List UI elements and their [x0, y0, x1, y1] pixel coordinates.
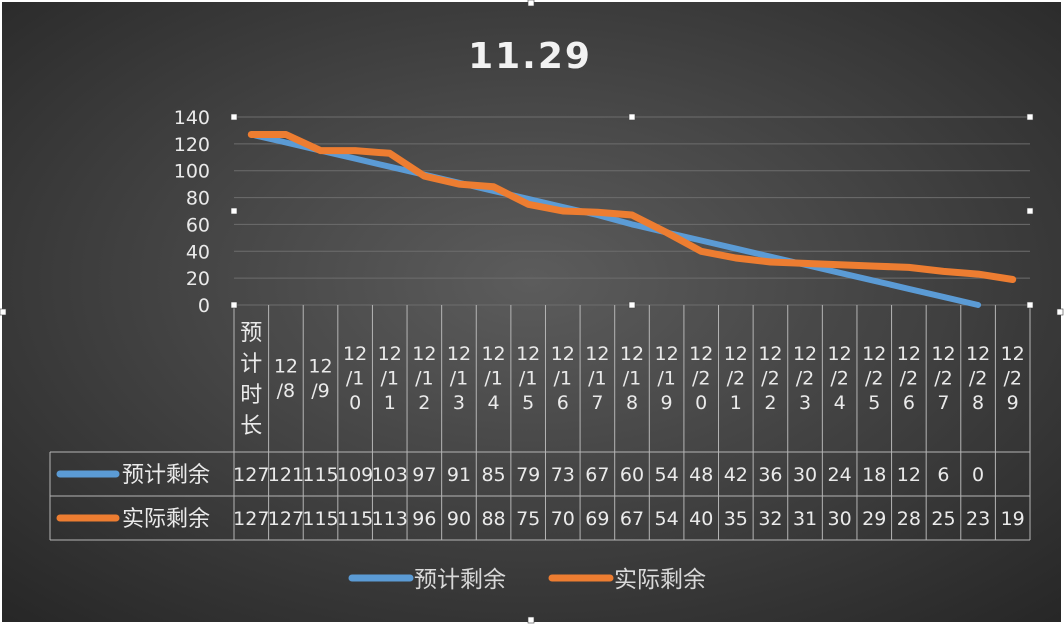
table-value: 90: [447, 508, 471, 530]
table-value: 6: [937, 464, 949, 486]
table-value: 121: [268, 464, 304, 486]
table-value: 103: [372, 464, 408, 486]
table-value: 127: [268, 508, 304, 530]
plot-area-resize-handle[interactable]: [629, 114, 635, 120]
table-value: 54: [655, 508, 679, 530]
y-tick-label: 40: [186, 241, 210, 263]
table-value: 35: [724, 508, 748, 530]
table-value: 42: [724, 464, 748, 486]
table-value: 85: [481, 464, 505, 486]
table-value: 12: [897, 464, 921, 486]
table-value: 19: [1001, 508, 1025, 530]
y-tick-label: 100: [174, 161, 210, 183]
table-value: 24: [828, 464, 852, 486]
table-value: 30: [793, 464, 817, 486]
y-tick-label: 140: [174, 107, 210, 129]
table-value: 18: [862, 464, 886, 486]
chart-title: 11.29: [468, 36, 592, 77]
y-tick-label: 120: [174, 134, 210, 156]
table-value: 69: [585, 508, 609, 530]
plot-area-resize-handle[interactable]: [1027, 114, 1033, 120]
legend-label-2: 实际剩余: [614, 567, 706, 593]
table-value: 29: [862, 508, 886, 530]
table-value: 23: [966, 508, 990, 530]
plot-area-resize-handle[interactable]: [629, 302, 635, 308]
table-value: 36: [758, 464, 782, 486]
table-value: 67: [620, 508, 644, 530]
table-value: 115: [337, 508, 373, 530]
table-value: 96: [412, 508, 436, 530]
table-value: 115: [302, 464, 338, 486]
table-value: 31: [793, 508, 817, 530]
table-value: 127: [233, 464, 269, 486]
table-value: 79: [516, 464, 540, 486]
table-value: 30: [828, 508, 852, 530]
table-value: 32: [758, 508, 782, 530]
chart-resize-handle[interactable]: [528, 0, 534, 6]
y-tick-label: 20: [186, 268, 210, 290]
table-value: 28: [897, 508, 921, 530]
table-value: 113: [372, 508, 408, 530]
table-row-label: 预计剩余: [122, 463, 210, 488]
table-value: 73: [551, 464, 575, 486]
table-value: 48: [689, 464, 713, 486]
table-value: 127: [233, 508, 269, 530]
table-value: 0: [972, 464, 984, 486]
table-value: 88: [481, 508, 505, 530]
plot-area-resize-handle[interactable]: [1027, 208, 1033, 214]
table-value: 40: [689, 508, 713, 530]
table-value: 25: [931, 508, 955, 530]
legend-label-1: 预计剩余: [414, 567, 506, 593]
table-value: 67: [585, 464, 609, 486]
plot-area-resize-handle[interactable]: [231, 114, 237, 120]
chart-resize-handle[interactable]: [0, 309, 6, 315]
plot-area-resize-handle[interactable]: [231, 208, 237, 214]
table-value: 97: [412, 464, 436, 486]
plot-area-resize-handle[interactable]: [231, 302, 237, 308]
table-value: 115: [302, 508, 338, 530]
y-tick-label: 0: [198, 295, 210, 317]
y-tick-label: 60: [186, 214, 210, 236]
table-row-label: 实际剩余: [122, 507, 210, 532]
plot-area-resize-handle[interactable]: [1027, 302, 1033, 308]
chart-resize-handle[interactable]: [528, 617, 534, 623]
table-value: 75: [516, 508, 540, 530]
table-value: 60: [620, 464, 644, 486]
table-value: 91: [447, 464, 471, 486]
table-value: 109: [337, 464, 373, 486]
table-value: 70: [551, 508, 575, 530]
y-tick-label: 80: [186, 188, 210, 210]
chart-resize-handle[interactable]: [1057, 309, 1063, 315]
table-value: 54: [655, 464, 679, 486]
